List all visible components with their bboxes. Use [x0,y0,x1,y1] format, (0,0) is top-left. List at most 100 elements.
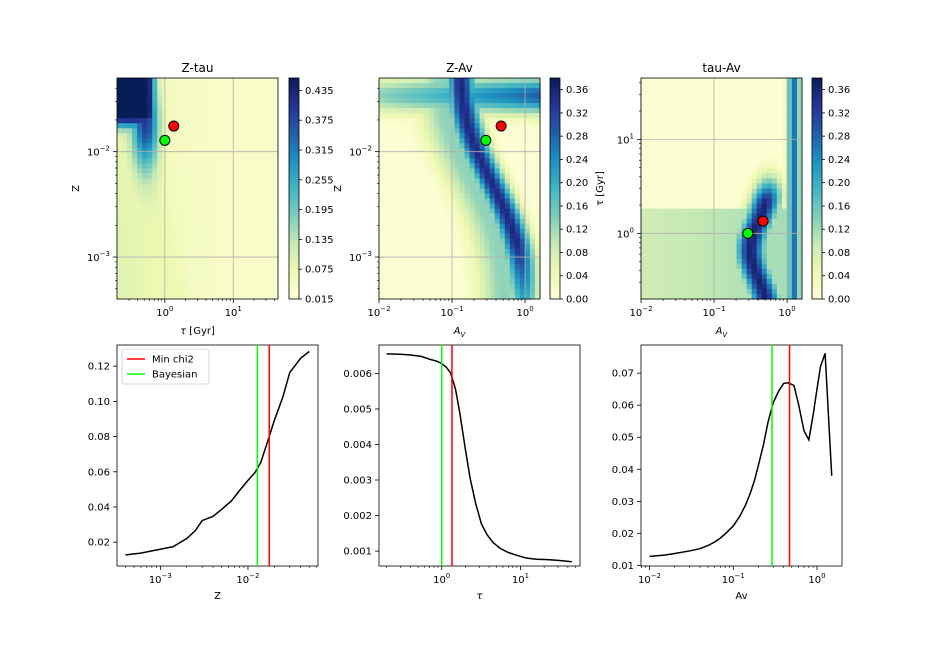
heatmap-cell [389,198,395,205]
y-tick-label: 10−2 [87,145,110,159]
heatmap-cell [404,153,410,159]
heatmap-cell [474,148,481,154]
heatmap-cell [147,178,153,185]
heatmap-cell [237,133,244,139]
heatmap-cell [439,168,446,175]
heatmap-cell [122,103,128,109]
heatmap-cell [479,188,486,195]
heatmap-cell [267,98,274,104]
heatmap-cell [434,238,440,245]
heatmap-cell [419,123,425,129]
heatmap-cell [706,148,713,154]
heatmap-cell [132,183,138,190]
heatmap-cell [434,293,440,300]
heatmap-cell [721,283,728,290]
heatmap-cell [746,293,753,300]
heatmap-cell [489,103,496,109]
heatmap-cell [227,183,234,190]
heatmap-cell [641,98,647,104]
heatmap-cell [479,208,486,215]
heatmap-cell [187,203,194,210]
heatmap-cell [177,128,184,134]
heatmap-cell [434,153,440,159]
heatmap-cell [686,93,692,99]
heatmap-cell [202,98,209,104]
heatmap-cell [454,113,461,119]
heatmap-cell [676,128,682,134]
heatmap-cell [464,173,471,180]
heatmap-cell [504,198,511,205]
heatmap-cell [389,278,395,285]
heatmap-cell [706,283,713,290]
heatmap-cell [756,138,763,144]
heatmap-cell [641,123,647,129]
heatmap-cell [444,193,451,200]
heatmap-cell [142,143,148,149]
heatmap-cell [504,108,511,114]
heatmap-cell [676,278,682,285]
heatmap-cell [247,163,254,170]
heatmap-cell [167,143,173,149]
heatmap-cell [444,278,451,285]
heatmap-cell [252,293,259,300]
heatmap-cell [756,233,763,240]
heatmap-cell [202,228,209,235]
heatmap-cell [232,133,239,139]
heatmap-cell [746,188,753,195]
heatmap-cell [147,273,153,280]
heatmap-cell [404,203,410,210]
heatmap-cell [409,213,415,220]
heatmap-cell [676,188,682,195]
heatmap-cell [247,158,254,164]
heatmap-cell [147,108,153,114]
heatmap-cell [661,173,667,180]
heatmap-cell [242,93,249,99]
heatmap-cell [217,243,224,250]
heatmap-cell [726,108,733,114]
heatmap-cell [469,133,476,139]
heatmap-cell [237,158,244,164]
heatmap-cell [469,243,476,250]
heatmap-cell [117,143,123,149]
heatmap-cell [681,278,687,285]
x-tick-label: 101 [225,305,242,319]
heatmap-cell [504,273,511,280]
heatmap-cell [706,203,713,210]
colorbar-tick-label: 0.36 [566,85,588,96]
colorbar-tick-label: 0.195 [305,205,334,216]
heatmap-cell [222,248,229,255]
heatmap-cell [479,203,486,210]
heatmap-cell [182,118,189,124]
heatmap-cell [726,268,733,275]
heatmap-cell [524,243,531,250]
heatmap-cell [681,238,687,245]
heatmap-cell [227,233,234,240]
heatmap-cell [147,113,153,119]
heatmap-cell [646,158,652,164]
heatmap-cell [741,123,748,129]
heatmap-cell [212,218,219,225]
heatmap-cell [389,78,395,84]
heatmap-cell [409,208,415,215]
heatmap-cell [237,213,244,220]
heatmap-cell [132,178,138,185]
heatmap-cell [172,223,178,230]
heatmap-cell [741,103,748,109]
heatmap-cell [686,118,692,124]
heatmap-cell [137,98,143,104]
heatmap-cell [691,178,697,185]
heatmap-cell [766,203,773,210]
heatmap-cell [716,223,723,230]
heatmap-cell [434,128,440,134]
heatmap-cell [651,258,657,265]
heatmap-cell [666,243,672,250]
heatmap-cell [656,278,662,285]
heatmap-cell [267,173,274,180]
heatmap-cell [222,93,229,99]
heatmap-cell [731,233,738,240]
heatmap-cell [656,178,662,185]
heatmap-cell [701,158,708,164]
legend-label: Min chi2 [152,355,194,366]
heatmap-cell [761,83,768,89]
heatmap-cell [489,178,496,185]
